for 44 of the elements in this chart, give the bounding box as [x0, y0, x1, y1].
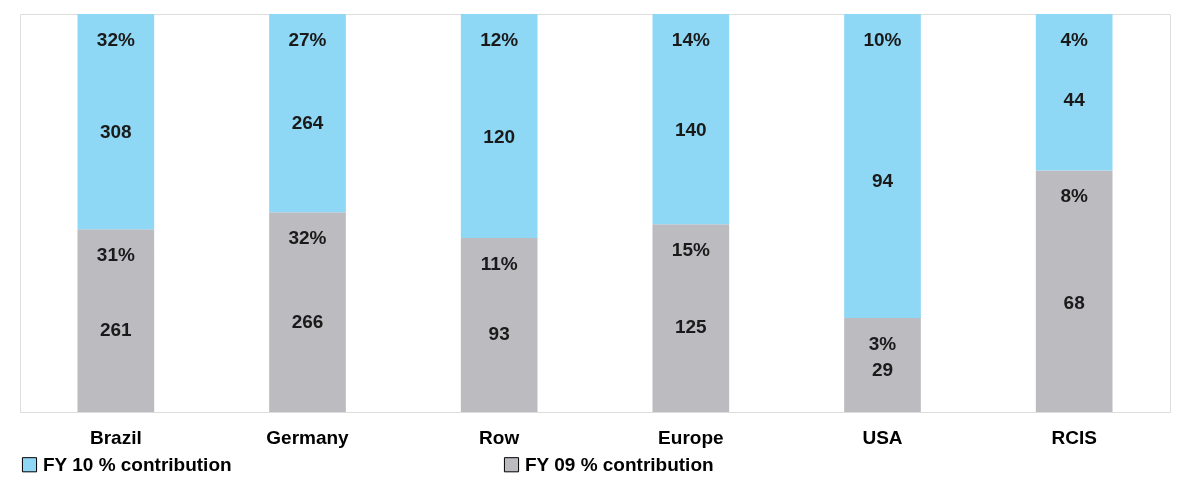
- bar: [269, 212, 346, 412]
- annotation: 93: [488, 322, 510, 344]
- annotation: 120: [483, 126, 516, 148]
- bar: [844, 318, 921, 412]
- annotation: 264: [291, 112, 324, 134]
- bar: [77, 229, 155, 412]
- x-tick-label: Germany: [266, 426, 350, 448]
- annotation: 94: [871, 170, 894, 192]
- annotation: 261: [99, 318, 133, 340]
- x-tick-label: Row: [479, 426, 520, 448]
- bar: [652, 224, 730, 412]
- annotation: 32%: [96, 28, 135, 50]
- annotation: 125: [674, 316, 708, 338]
- annotation: 32%: [288, 227, 327, 249]
- annotation: 31%: [96, 244, 135, 266]
- legend-label: FY 10 % contribution: [43, 453, 232, 475]
- x-tick-label: USA: [862, 426, 903, 448]
- annotation: 44: [1063, 89, 1086, 111]
- bar: [1035, 170, 1113, 412]
- annotation: 8%: [1060, 185, 1088, 207]
- x-tick-label: Europe: [658, 426, 724, 448]
- annotation: 29: [871, 358, 894, 380]
- x-tick-label: RCIS: [1051, 426, 1097, 448]
- annotation: 10%: [863, 28, 902, 50]
- x-tick-label: Brazil: [89, 426, 142, 448]
- bar: [1035, 14, 1113, 171]
- annotation: 11%: [480, 252, 518, 274]
- annotation: 266: [291, 311, 324, 333]
- bar: [844, 14, 921, 319]
- annotation: 140: [674, 118, 707, 140]
- annotation: 14%: [671, 28, 710, 50]
- bar: [460, 14, 538, 239]
- annotation: 68: [1063, 292, 1085, 314]
- annotation: 4%: [1060, 28, 1088, 50]
- annotation: 27%: [288, 28, 327, 50]
- annotation: 3%: [868, 332, 897, 354]
- annotation: 12%: [480, 28, 519, 50]
- bar: [460, 238, 538, 412]
- annotation: 15%: [671, 239, 710, 261]
- bar: [77, 14, 155, 230]
- annotation: 308: [99, 121, 132, 143]
- bar: [652, 14, 730, 225]
- bar: [269, 14, 346, 213]
- legend-label: FY 09 % contribution: [525, 453, 714, 475]
